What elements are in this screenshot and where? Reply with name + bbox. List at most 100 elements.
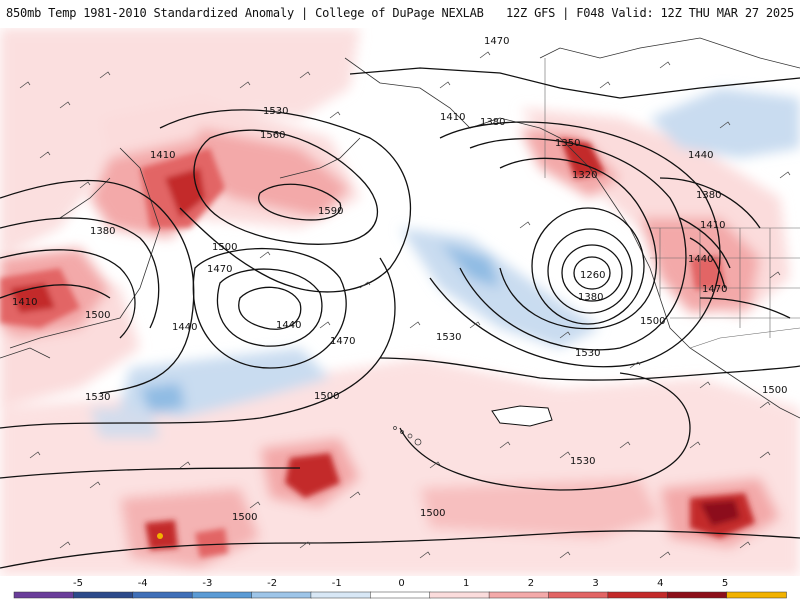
- contour-1500-low: [192, 247, 347, 369]
- contour-1410-west: [0, 284, 111, 299]
- colorbar-segment: [607, 591, 668, 599]
- contour-label: 1590: [318, 206, 343, 217]
- contour-1350: [531, 207, 645, 325]
- arctic-coastline: [539, 37, 800, 69]
- contour-label: 1380: [696, 190, 721, 201]
- contour-labels: 1470 1530 1560 1590 1410 1380 1410 1500 1470 1440…: [12, 36, 787, 523]
- state-borders: [659, 228, 771, 338]
- colorbar-tick-label: 3: [592, 578, 598, 589]
- colorbar-tick-label: -2: [267, 578, 277, 589]
- colorbar-segment: [13, 591, 75, 599]
- warm-anomaly-region: [420, 478, 660, 538]
- warm-anomaly-region: [285, 453, 340, 498]
- contour-label: 1530: [85, 392, 110, 403]
- contour-label: 1350: [555, 138, 580, 149]
- colorbar-tick-label: -5: [73, 578, 83, 589]
- anomaly-map: 1470 1530 1560 1590 1410 1380 1410 1500 1470 1440…: [0, 28, 800, 576]
- colorbar-tick-label: -3: [202, 578, 212, 589]
- colorbar-legend: -5 -4 -3 -2 -1 0 1 2 3 4 5: [0, 576, 800, 600]
- us-mexico-border: [689, 327, 800, 349]
- contour-label: 1410: [12, 297, 37, 308]
- contour-1470-west: [0, 217, 160, 329]
- colorbar-segment: [429, 591, 490, 599]
- contour-label: 1410: [440, 112, 465, 123]
- product-title: 850mb Temp 1981-2010 Standardized Anomal…: [6, 6, 484, 20]
- aleutian-islands: [279, 137, 361, 179]
- contour-label: 1500: [314, 391, 339, 402]
- contour-label: 1320: [572, 170, 597, 181]
- warm-anomaly-region: [190, 128, 350, 218]
- contour-1470: [349, 67, 800, 99]
- map-header: 850mb Temp 1981-2010 Standardized Anomal…: [0, 0, 800, 29]
- contour-label: 1560: [260, 130, 285, 141]
- contour-label: 1500: [420, 508, 445, 519]
- colorbar-segment: [548, 591, 609, 599]
- contour-label: 1470: [484, 36, 509, 47]
- warm-anomaly-region: [700, 500, 740, 526]
- contour-label: 1440: [688, 254, 713, 265]
- contour-1290: [561, 244, 623, 302]
- contour-1410: [459, 137, 687, 351]
- colorbar-bar: [13, 591, 787, 599]
- cold-anomaly-region: [440, 243, 500, 288]
- coastlines: [0, 37, 800, 419]
- contour-1500-mid: [0, 257, 396, 429]
- height-contours: [0, 67, 800, 569]
- colorbar-segment: [488, 591, 550, 599]
- colorbar-tick-label: 0: [398, 578, 404, 589]
- wind-barbs: [19, 51, 791, 559]
- colorbar-segment: [132, 591, 193, 599]
- north-america-coastline: [344, 57, 800, 419]
- contour-1320: [547, 228, 633, 314]
- contour-label: 1530: [263, 106, 288, 117]
- japan-coastline: [0, 347, 51, 359]
- contour-label: 1470: [330, 336, 355, 347]
- contour-label: 1440: [688, 150, 713, 161]
- contour-1560: [193, 129, 378, 245]
- contour-1470-low: [216, 268, 323, 347]
- contour-1440: [429, 121, 721, 368]
- contour-label: 1380: [90, 226, 115, 237]
- contour-label: 1530: [436, 332, 461, 343]
- contour-label: 1440: [276, 320, 301, 331]
- contour-label: 1500: [640, 316, 665, 327]
- colorbar-tick-label: 1: [463, 578, 469, 589]
- contour-label: 1440: [172, 322, 197, 333]
- colorbar-ticks: -5 -4 -3 -2 -1 0 1 2 3 4 5: [73, 578, 728, 589]
- colorbar-segment: [310, 591, 372, 599]
- contour-label: 1470: [702, 284, 727, 295]
- colorbar-tick-label: -4: [138, 578, 148, 589]
- colorbar-tick-label: 2: [528, 578, 534, 589]
- contour-label: 1500: [232, 512, 257, 523]
- extreme-warm-spot: [157, 533, 163, 539]
- contour-1380: [499, 157, 658, 330]
- colorbar-segment: [370, 591, 431, 599]
- contour-1380-east: [679, 217, 731, 269]
- colorbar-segment: [666, 591, 728, 599]
- warm-anomaly-region: [0, 28, 360, 258]
- contour-1530-south: [399, 372, 691, 491]
- warm-anomaly-region: [195, 528, 228, 558]
- contour-1440-east: [659, 177, 761, 229]
- contour-1500-west: [0, 179, 195, 394]
- colorbar-segment: [251, 591, 312, 599]
- contour-label: 1530: [575, 348, 600, 359]
- model-valid-time: 12Z GFS | F048 Valid: 12Z THU MAR 27 202…: [505, 6, 794, 20]
- colorbar-tick-label: 4: [657, 578, 663, 589]
- contour-label: 1380: [480, 117, 505, 128]
- cold-anomaly-region: [650, 88, 800, 158]
- contour-1500-sw: [0, 467, 301, 479]
- contour-1530-mid: [379, 357, 800, 381]
- cold-anomaly-region: [140, 383, 185, 413]
- asia-coastline: [9, 147, 161, 349]
- contour-label: 1380: [578, 292, 603, 303]
- contour-1410-east: [689, 237, 726, 289]
- contour-1590: [258, 183, 342, 221]
- contour-label: 1470: [207, 264, 232, 275]
- contour-label: 1260: [580, 270, 605, 281]
- contour-label: 1500: [85, 310, 110, 321]
- hawaii-islands: [393, 426, 422, 446]
- contour-label: 1530: [570, 456, 595, 467]
- colorbar-segment: [726, 591, 787, 599]
- contour-1440-west: [0, 249, 136, 339]
